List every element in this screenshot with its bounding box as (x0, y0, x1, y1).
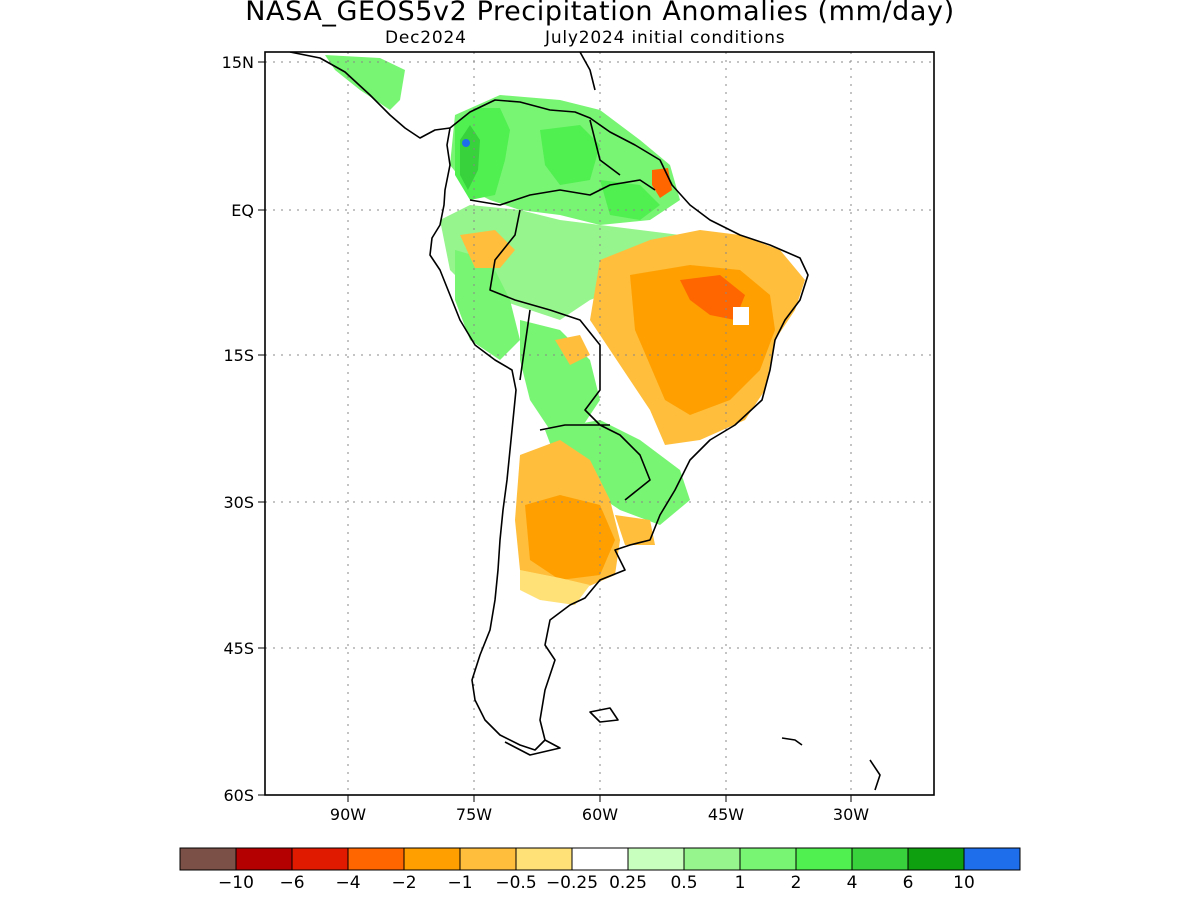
lon-label: 45W (708, 805, 744, 824)
colorbar: −10 −6 −4 −2 −1 −0.5 −0.25 0.25 0.5 1 2 4 6 10 (179, 847, 1021, 893)
green-southern-brazil (545, 420, 690, 525)
colorbar-label: 4 (847, 873, 858, 893)
colorbar-swatch (515, 847, 573, 871)
lat-label: 45S (223, 639, 254, 658)
lat-label: EQ (231, 201, 254, 220)
anomaly-fields (325, 55, 805, 605)
orange-uruguay (615, 515, 655, 545)
colorbar-swatch (851, 847, 909, 871)
colorbar-swatch (683, 847, 741, 871)
colorbar-label: 6 (903, 873, 914, 893)
colorbar-label: −0.25 (546, 873, 598, 893)
colorbar-swatch (795, 847, 853, 871)
initial-conditions: July2024 initial conditions (545, 28, 786, 48)
colorbar-swatch (907, 847, 965, 871)
green-venezuela (540, 125, 600, 185)
colorbar-label: −10 (218, 873, 254, 893)
white-blank-cell (733, 307, 749, 325)
green-mexico (325, 55, 405, 110)
lon-label: 30W (833, 805, 869, 824)
lat-label: 60S (223, 786, 254, 805)
orange-amazon-west (460, 230, 515, 268)
green-bolivia-paraguay (520, 320, 600, 430)
dark-orange-brazil (680, 275, 745, 320)
colorbar-label: −2 (391, 873, 416, 893)
colorbar-label: −0.5 (495, 873, 536, 893)
map-title: NASA_GEOS5v2 Precipitation Anomalies (mm… (245, 0, 955, 27)
colorbar-swatch (403, 847, 461, 871)
south-america-coast (429, 99, 809, 751)
central-america-coast (289, 52, 451, 139)
colorbar-label: 0.25 (609, 873, 647, 893)
colorbar-label: −4 (335, 873, 360, 893)
colorbar-swatch (291, 847, 349, 871)
colorbar-swatch (739, 847, 797, 871)
green-guianas (600, 180, 660, 220)
south-georgia (781, 737, 803, 746)
lat-label: 15S (223, 346, 254, 365)
colorbar-swatch (459, 847, 517, 871)
blue-cell (462, 139, 470, 147)
colorbar-swatch (627, 847, 685, 871)
core-orange-argentina (525, 495, 615, 580)
colorbar-label: 10 (953, 873, 975, 893)
falklands (589, 707, 619, 723)
colorbar-label: 0.5 (670, 873, 697, 893)
colorbar-label: 1 (735, 873, 746, 893)
lon-label: 75W (456, 805, 492, 824)
colorbar-label: 2 (791, 873, 802, 893)
lon-label: 90W (330, 805, 366, 824)
lat-label: 15N (222, 53, 254, 72)
lat-label: 30S (223, 493, 254, 512)
colorbar-swatch (179, 847, 237, 871)
colorbar-swatch (571, 847, 629, 871)
yellow-patagonia (520, 570, 590, 605)
caribbean-islands (579, 52, 881, 791)
green-peru-bolivia (455, 250, 520, 360)
orange-bolivia (555, 335, 590, 365)
map-area (265, 52, 934, 795)
tierra-del-fuego (504, 739, 561, 756)
longitude-axis: 90W 75W 60W 45W 30W (330, 795, 869, 824)
forecast-month: Dec2024 (385, 28, 467, 48)
colorbar-swatch (963, 847, 1021, 871)
colorbar-label: −6 (279, 873, 304, 893)
colorbar-label: −1 (447, 873, 472, 893)
country-borders (469, 119, 656, 501)
coastlines (289, 52, 881, 791)
latitude-axis: 15N EQ 15S 30S 45S 60S (222, 53, 265, 805)
colorbar-swatch (235, 847, 293, 871)
lon-label: 60W (582, 805, 618, 824)
colorbar-swatch (347, 847, 405, 871)
